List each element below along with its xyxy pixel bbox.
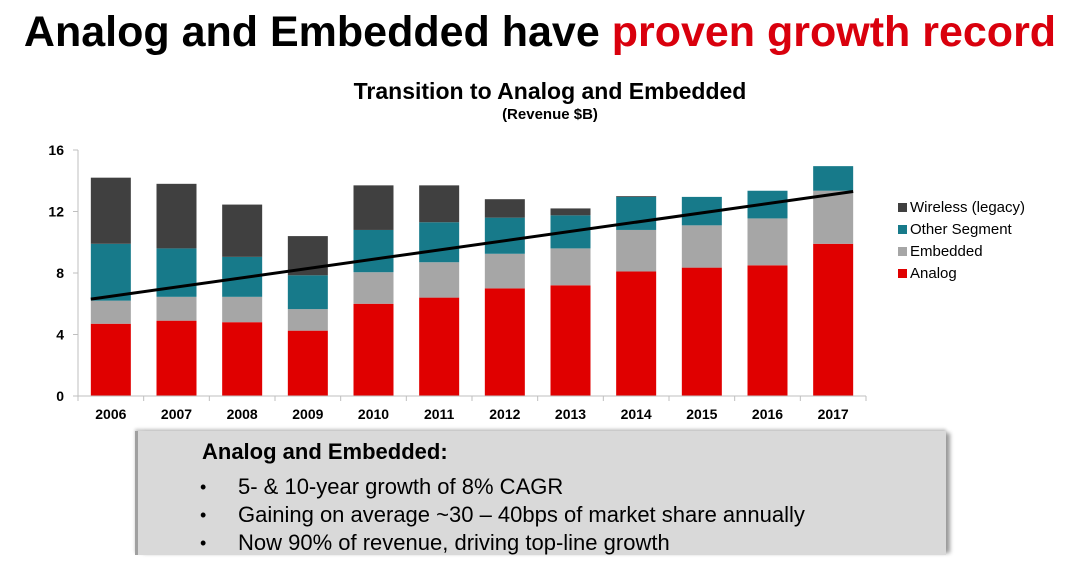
bar-segment-embedded (156, 296, 197, 321)
bar-segment-analog (419, 297, 460, 396)
callout-box: Analog and Embedded: • 5- & 10-year growt… (135, 431, 946, 555)
bar-segment-wireless-legacy (222, 204, 263, 257)
legend-item: Analog (898, 262, 1025, 284)
x-tick-label: 2008 (227, 406, 258, 422)
bullet-icon: • (200, 505, 207, 525)
x-tick-label: 2016 (752, 406, 783, 422)
legend-label: Other Segment (910, 220, 1012, 238)
x-tick-label: 2012 (489, 406, 520, 422)
bar-segment-embedded (222, 296, 263, 323)
chart-title: Transition to Analog and Embedded (353, 78, 747, 104)
chart-subtitle: (Revenue $B) (502, 106, 598, 123)
bar-segment-other-segment (419, 222, 460, 263)
bar-segment-wireless-legacy (550, 208, 591, 216)
x-tick-label: 2007 (161, 406, 192, 422)
trend-group (90, 190, 854, 301)
bar-segment-analog (222, 322, 263, 396)
bar-segment-analog (813, 243, 854, 396)
legend-label: Embedded (910, 242, 983, 260)
bar-segment-wireless-legacy (156, 183, 197, 249)
bar-segment-embedded (90, 300, 131, 324)
headline-accent-text: proven growth record (611, 8, 1057, 56)
x-tick-label: 2013 (555, 406, 586, 422)
bar-segment-other-segment (484, 217, 525, 254)
legend-label: Wireless (legacy) (910, 198, 1026, 216)
x-tick-label: 2009 (292, 406, 323, 422)
bar-segment-embedded (484, 253, 525, 289)
x-tick-label: 2011 (424, 406, 455, 422)
bar-segment-embedded (681, 225, 722, 268)
bullet-text: 5- & 10-year growth of 8% CAGR (238, 474, 564, 499)
y-tick-label: 12 (48, 204, 64, 220)
legend-swatch-icon (898, 202, 907, 212)
bar-segment-analog (156, 320, 197, 396)
legend-item: Embedded (898, 240, 1025, 262)
bullet-item: • Gaining on average ~30 – 40bps of marke… (200, 501, 805, 529)
x-tick-label: 2010 (358, 406, 389, 422)
bar-segment-other-segment (813, 166, 854, 191)
bar-segment-analog (353, 303, 394, 396)
y-tick-label: 4 (56, 327, 64, 343)
y-tick-label: 0 (56, 388, 64, 404)
bar-segment-other-segment (353, 229, 394, 273)
legend-item: Wireless (legacy) (898, 196, 1025, 218)
bullet-icon: • (200, 533, 207, 553)
legend-swatch-icon (898, 246, 907, 256)
bar-segment-embedded (287, 309, 328, 331)
bar-segment-embedded (747, 218, 788, 266)
bars-group (90, 166, 854, 396)
legend-swatch-icon (898, 268, 907, 278)
bullet-item: • Now 90% of revenue, driving top-line gr… (200, 529, 805, 557)
bar-segment-wireless-legacy (484, 199, 525, 218)
bar-segment-other-segment (287, 275, 328, 310)
bullet-text: Now 90% of revenue, driving top-line gro… (238, 530, 670, 555)
bar-segment-wireless-legacy (353, 185, 394, 230)
bar-segment-wireless-legacy (90, 177, 131, 244)
chart-legend: Wireless (legacy) Other Segment Embedded An… (898, 196, 1025, 284)
bullet-icon: • (200, 477, 207, 497)
bar-segment-analog (616, 271, 657, 396)
x-tick-label: 2006 (95, 406, 126, 422)
bullet-item: • 5- & 10-year growth of 8% CAGR (200, 473, 805, 501)
axes-group: 2006 2007 2008 2009 2010 2011 2012 2013 2014 2015… (48, 142, 867, 422)
bullet-text: Gaining on average ~30 – 40bps of market… (238, 502, 805, 527)
slide-headline: Analog and Embedded have proven growth r… (0, 8, 1080, 57)
bar-segment-embedded (419, 262, 460, 298)
bar-segment-embedded (353, 272, 394, 304)
bar-segment-analog (484, 288, 525, 396)
legend-label: Analog (910, 264, 957, 282)
y-tick-label: 8 (56, 265, 64, 281)
callout-bullets: • 5- & 10-year growth of 8% CAGR • Gaining… (200, 473, 805, 557)
callout-heading: Analog and Embedded: (202, 439, 448, 464)
y-tick-label: 16 (48, 142, 64, 158)
bar-segment-other-segment (90, 243, 131, 301)
bar-segment-analog (90, 323, 131, 396)
trend-line (90, 190, 854, 301)
x-tick-label: 2015 (686, 406, 717, 422)
bar-segment-embedded (813, 190, 854, 244)
bar-segment-analog (287, 330, 328, 396)
bar-segment-embedded (550, 248, 591, 286)
legend-swatch-icon (898, 224, 907, 234)
bar-segment-analog (550, 285, 591, 396)
bar-segment-embedded (616, 229, 657, 272)
bar-segment-analog (747, 265, 788, 396)
x-tick-label: 2014 (621, 406, 652, 422)
bar-segment-wireless-legacy (616, 196, 657, 197)
headline-text: Analog and Embedded have (23, 8, 612, 56)
bar-segment-wireless-legacy (419, 185, 460, 223)
bar-segment-analog (681, 267, 722, 396)
x-tick-label: 2017 (818, 406, 849, 422)
legend-item: Other Segment (898, 218, 1025, 240)
